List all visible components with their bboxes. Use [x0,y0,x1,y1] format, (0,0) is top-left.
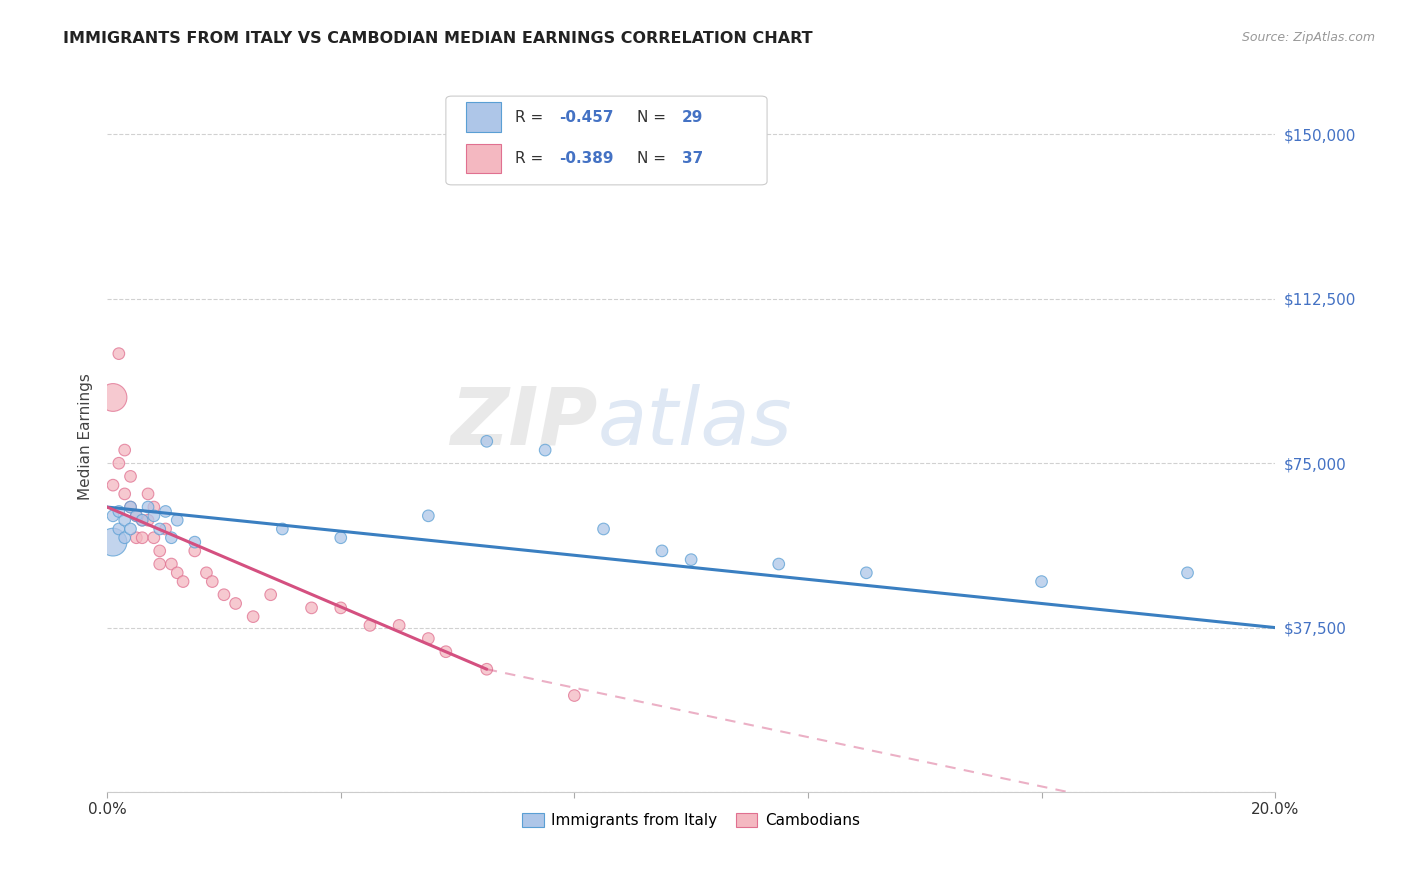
Point [101,508,124,523]
Point [329,531,352,545]
Text: atlas: atlas [598,384,793,462]
Text: N =: N = [637,110,671,125]
Point [195,566,218,580]
Point [101,535,124,549]
Point [534,443,557,458]
Point [681,552,703,566]
Point [260,588,283,602]
Point [131,513,153,527]
Point [271,522,294,536]
Point [172,574,194,589]
Point [120,469,142,483]
Point [166,513,188,527]
Point [418,508,440,523]
Text: R =: R = [515,110,548,125]
Point [418,632,440,646]
Point [475,662,498,676]
Point [149,557,172,571]
Text: 37: 37 [682,151,703,166]
Point [149,544,172,558]
FancyBboxPatch shape [465,144,501,174]
Point [131,531,153,545]
Point [1177,566,1199,580]
Point [114,443,136,458]
Text: IMMIGRANTS FROM ITALY VS CAMBODIAN MEDIAN EARNINGS CORRELATION CHART: IMMIGRANTS FROM ITALY VS CAMBODIAN MEDIA… [63,31,813,46]
Point [125,508,148,523]
Point [108,504,131,518]
Point [225,597,247,611]
Y-axis label: Median Earnings: Median Earnings [79,374,93,500]
Point [108,456,131,470]
Point [184,535,207,549]
Text: -0.457: -0.457 [560,110,613,125]
Point [114,513,136,527]
Point [155,522,177,536]
Point [120,500,142,514]
FancyBboxPatch shape [465,103,501,132]
Point [101,391,124,405]
Point [564,689,586,703]
Text: 29: 29 [682,110,703,125]
Point [434,645,457,659]
Point [160,531,183,545]
Point [108,346,131,360]
Point [651,544,673,558]
Point [101,478,124,492]
Point [125,531,148,545]
Point [120,522,142,536]
FancyBboxPatch shape [446,96,768,185]
Text: ZIP: ZIP [450,384,598,462]
Point [1031,574,1053,589]
Point [212,588,235,602]
Point [160,557,183,571]
Point [166,566,188,580]
Point [108,522,131,536]
Text: -0.389: -0.389 [560,151,613,166]
Point [592,522,614,536]
Point [184,544,207,558]
Point [142,531,165,545]
Legend: Immigrants from Italy, Cambodians: Immigrants from Italy, Cambodians [516,806,866,834]
Point [359,618,381,632]
Text: R =: R = [515,151,548,166]
Point [142,508,165,523]
Point [242,609,264,624]
Point [136,500,159,514]
Point [142,500,165,514]
Point [149,522,172,536]
Point [136,487,159,501]
Point [136,513,159,527]
Point [114,487,136,501]
Point [131,513,153,527]
Point [120,500,142,514]
Point [125,508,148,523]
Point [855,566,877,580]
Point [114,531,136,545]
Point [301,600,323,615]
Point [388,618,411,632]
Text: N =: N = [637,151,671,166]
Point [201,574,224,589]
Point [329,600,352,615]
Point [768,557,790,571]
Point [155,504,177,518]
Point [475,434,498,449]
Text: Source: ZipAtlas.com: Source: ZipAtlas.com [1241,31,1375,45]
